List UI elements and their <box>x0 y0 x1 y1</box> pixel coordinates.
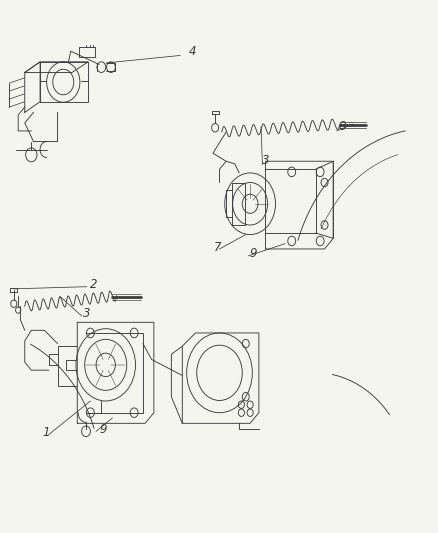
Text: 3: 3 <box>262 154 269 167</box>
Text: 8: 8 <box>338 120 345 133</box>
Text: 2: 2 <box>90 278 98 291</box>
Text: 3: 3 <box>83 307 90 320</box>
Text: 4: 4 <box>188 45 196 58</box>
Text: 7: 7 <box>214 240 221 254</box>
Text: 1: 1 <box>42 426 50 439</box>
Text: 9: 9 <box>249 247 257 261</box>
Text: 9: 9 <box>99 423 106 436</box>
